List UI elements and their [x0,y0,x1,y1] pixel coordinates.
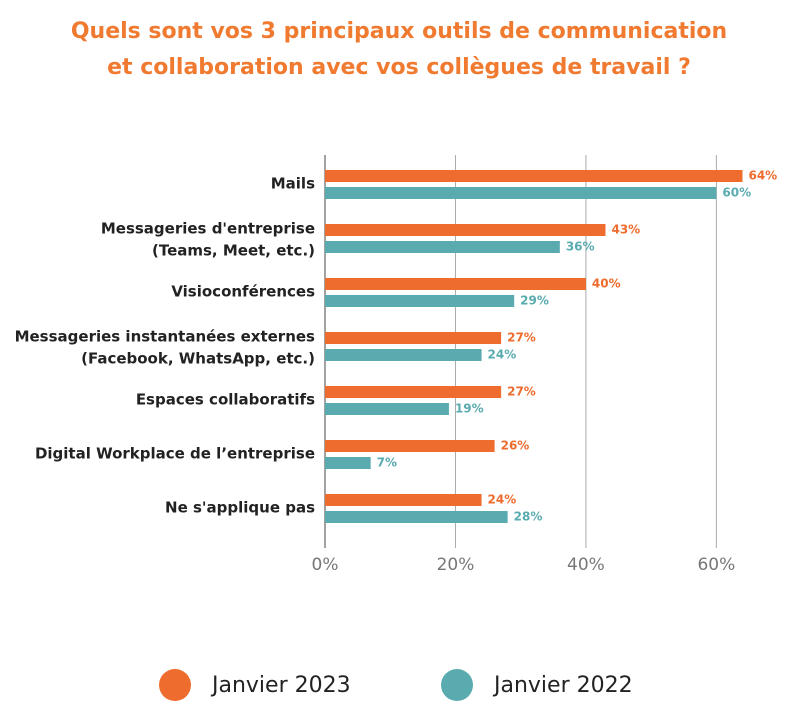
category-label: Digital Workplace de l’entreprise [35,445,315,463]
value-label: 7% [377,456,397,470]
value-label: 28% [514,510,543,524]
bar [325,511,508,523]
value-label: 24% [488,493,517,507]
category-label: Ne s'applique pas [165,499,315,517]
value-label: 36% [566,240,595,254]
legend-marker [159,669,191,701]
bar [325,332,502,344]
value-label: 24% [488,348,517,362]
category-label: Messageries d'entreprise [101,220,315,238]
value-label: 19% [455,402,484,416]
bar [325,457,371,469]
bar [325,187,717,199]
category-label: Visioconférences [171,283,315,301]
bar [325,170,743,182]
chart-title: et collaboration avec vos collègues de t… [107,55,691,80]
bar [325,295,515,307]
bar [325,278,586,290]
chart-title: Quels sont vos 3 principaux outils de co… [71,19,727,44]
legend-marker [441,669,473,701]
category-label: Mails [271,175,315,193]
x-tick-label: 0% [312,555,339,575]
category-label: Messageries instantanées externes [15,328,315,346]
legend-label: Janvier 2022 [492,673,633,698]
legend-label: Janvier 2023 [210,673,351,698]
bar [325,386,502,398]
value-label: 60% [722,186,751,200]
bar [325,224,606,236]
bar [325,494,482,506]
bar [325,403,449,415]
value-label: 29% [520,294,549,308]
x-tick-label: 60% [697,555,735,575]
value-label: 27% [507,385,536,399]
value-label: 27% [507,331,536,345]
category-label: (Teams, Meet, etc.) [152,242,315,260]
value-label: 43% [611,223,640,237]
bar [325,440,495,452]
bar [325,241,560,253]
x-tick-label: 20% [437,555,475,575]
value-label: 64% [748,169,777,183]
category-label: (Facebook, WhatsApp, etc.) [81,350,315,368]
value-label: 26% [501,439,530,453]
category-label: Espaces collaboratifs [136,391,315,409]
value-label: 40% [592,277,621,291]
bar [325,349,482,361]
x-tick-label: 40% [567,555,605,575]
